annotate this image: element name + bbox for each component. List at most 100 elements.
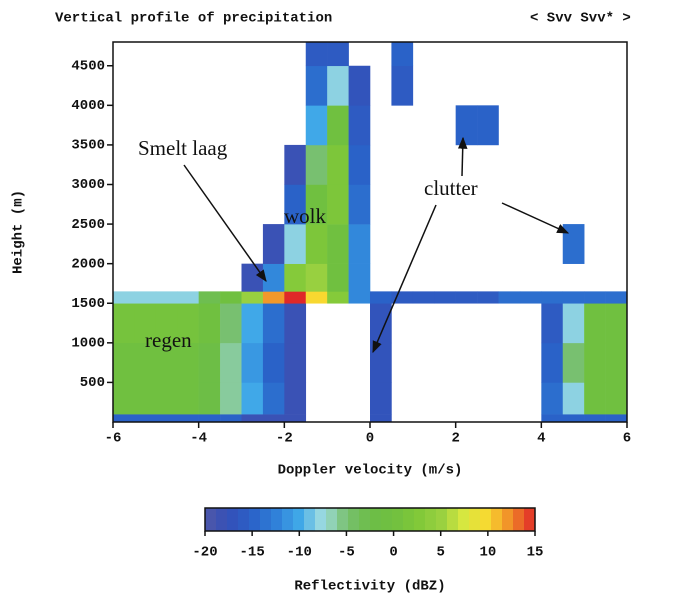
- heatmap-cell: [242, 414, 264, 422]
- heatmap-cell: [284, 303, 306, 343]
- colorbar-swatch: [304, 508, 316, 531]
- heatmap-cell: [370, 291, 392, 303]
- heatmap-cell: [327, 264, 349, 292]
- heatmap-cell: [370, 382, 392, 414]
- heatmap-cell: [306, 42, 328, 66]
- heatmap-cell: [370, 414, 392, 422]
- x-tick-label: 2: [451, 431, 459, 447]
- heatmap-cell: [584, 343, 606, 383]
- annotation: Smelt laag: [138, 136, 228, 160]
- heatmap-cell: [391, 66, 413, 106]
- heatmap-cell: [284, 224, 306, 264]
- heatmap-cell: [263, 303, 285, 343]
- chart-title: Vertical profile of precipitation: [55, 11, 332, 27]
- heatmap-cell: [541, 291, 563, 303]
- heatmap-cell: [306, 66, 328, 106]
- annotation: regen: [145, 328, 192, 352]
- colorbar-swatch: [348, 508, 360, 531]
- heatmap-cell: [284, 291, 306, 303]
- heatmap-cell: [563, 343, 585, 383]
- heatmap-cell: [156, 414, 178, 422]
- heatmap-cell: [584, 382, 606, 414]
- colorbar-swatch: [469, 508, 481, 531]
- x-tick-label: -6: [105, 431, 122, 447]
- colorbar-swatch: [425, 508, 437, 531]
- heatmap-cell: [113, 291, 135, 303]
- x-axis-label: Doppler velocity (m/s): [278, 463, 463, 479]
- heatmap-cell: [113, 414, 135, 422]
- colorbar-tick-label: -20: [192, 545, 217, 561]
- heatmap-cell: [606, 291, 628, 303]
- colorbar-swatch: [216, 508, 228, 531]
- heatmap-cell: [349, 291, 371, 303]
- heatmap-cell: [263, 343, 285, 383]
- heatmap-cell: [584, 414, 606, 422]
- heatmap-cell: [349, 66, 371, 106]
- colorbar-swatch: [326, 508, 338, 531]
- y-tick-label: 2000: [71, 256, 105, 272]
- heatmap-cell: [584, 291, 606, 303]
- y-tick-label: 500: [80, 375, 105, 391]
- heatmap-cell: [349, 145, 371, 185]
- colorbar-tick-label: -5: [338, 545, 355, 561]
- colorbar-swatch: [315, 508, 327, 531]
- colorbar-swatch: [513, 508, 525, 531]
- heatmap-cell: [499, 291, 521, 303]
- heatmap-cell: [199, 343, 221, 383]
- y-tick-label: 2500: [71, 217, 105, 233]
- colorbar-swatch: [524, 508, 536, 531]
- heatmap-cell: [242, 343, 264, 383]
- heatmap-cell: [284, 145, 306, 185]
- colorbar-tick-label: -10: [287, 545, 312, 561]
- heatmap-cell: [370, 343, 392, 383]
- y-tick-label: 3500: [71, 138, 105, 154]
- heatmap-cell: [199, 382, 221, 414]
- heatmap-cell: [177, 414, 199, 422]
- heatmap-cell: [113, 343, 135, 383]
- heatmap-cell: [563, 303, 585, 343]
- heatmap-cell: [456, 105, 478, 145]
- heatmap-cell: [113, 382, 135, 414]
- heatmap-cell: [327, 66, 349, 106]
- x-tick-label: 0: [366, 431, 374, 447]
- heatmap-cell: [606, 303, 628, 343]
- heatmap-cell: [541, 414, 563, 422]
- heatmap-cell: [263, 264, 285, 292]
- heatmap-cell: [477, 291, 499, 303]
- colorbar-tick-label: 15: [527, 545, 544, 561]
- colorbar-swatch: [392, 508, 404, 531]
- colorbar-swatch: [205, 508, 217, 531]
- arrow: [502, 203, 568, 233]
- heatmap-cell: [520, 291, 542, 303]
- colorbar-swatch: [414, 508, 426, 531]
- heatmap-cell: [327, 224, 349, 264]
- heatmap-cell: [456, 291, 478, 303]
- heatmap-cell: [242, 264, 264, 292]
- heatmap-cell: [134, 414, 156, 422]
- heatmap-cell: [242, 382, 264, 414]
- heatmap-cell: [349, 224, 371, 264]
- colorbar-swatch: [447, 508, 459, 531]
- heatmap-cell: [199, 303, 221, 343]
- heatmap-cell: [306, 105, 328, 145]
- colorbar-swatch: [337, 508, 349, 531]
- heatmap-cell: [327, 291, 349, 303]
- heatmap-cell: [113, 303, 135, 343]
- x-tick-label: -4: [190, 431, 207, 447]
- arrow: [462, 138, 463, 176]
- heatmap-cell: [263, 224, 285, 264]
- heatmap-cell: [263, 291, 285, 303]
- y-tick-label: 1000: [71, 336, 105, 352]
- colorbar-swatch: [480, 508, 492, 531]
- heatmap-cell: [563, 224, 585, 264]
- heatmap-cell: [220, 291, 242, 303]
- heatmap-cell: [284, 382, 306, 414]
- colorbar-swatch: [491, 508, 503, 531]
- colorbar-tick-label: 10: [479, 545, 496, 561]
- heatmap-cell: [391, 42, 413, 66]
- heatmap-cell: [477, 105, 499, 145]
- x-tick-label: 6: [623, 431, 631, 447]
- heatmap-cell: [370, 303, 392, 343]
- heatmap-cell: [327, 42, 349, 66]
